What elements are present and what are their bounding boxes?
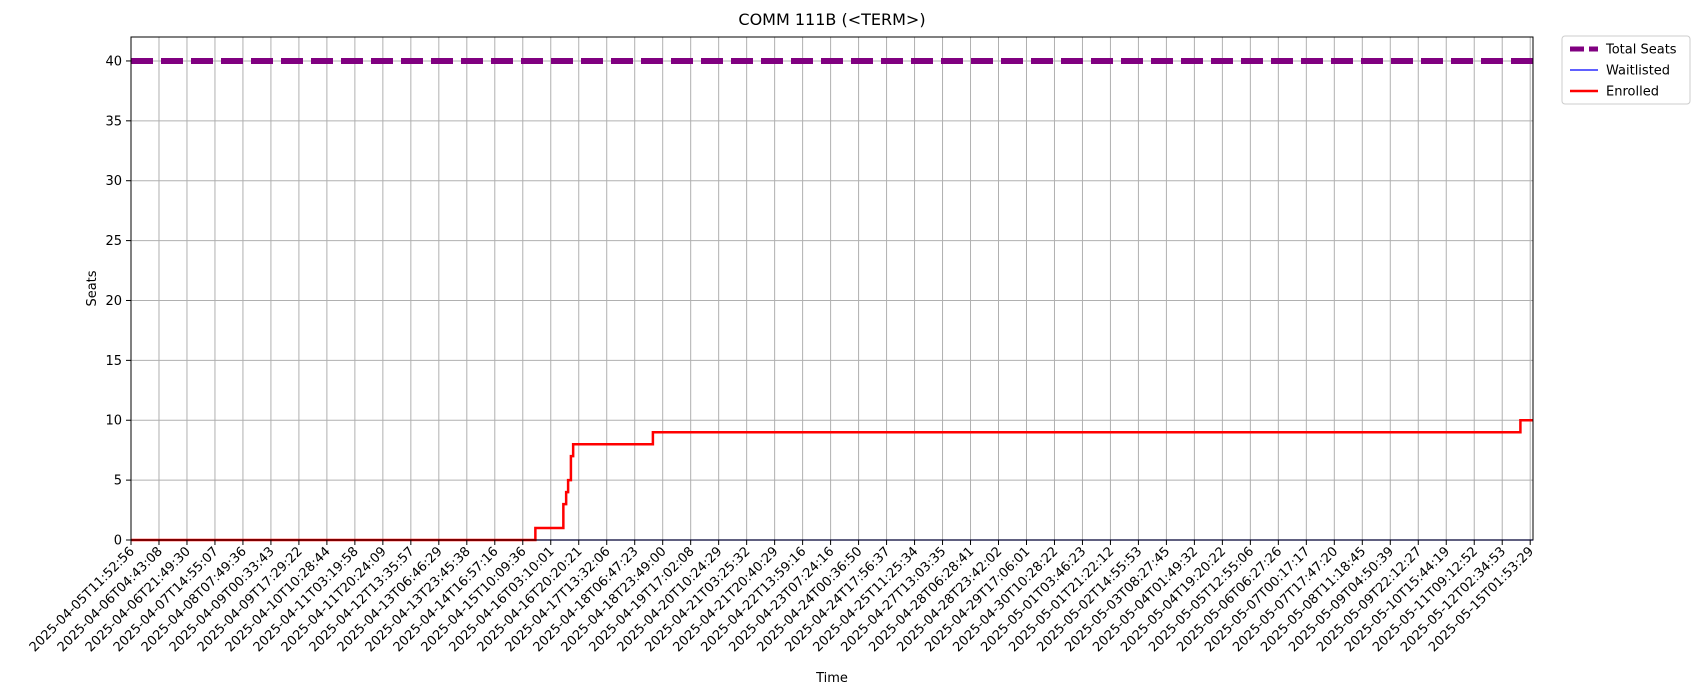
chart-title: COMM 111B (<TERM>) [738, 10, 925, 29]
legend-label: Waitlisted [1606, 64, 1670, 79]
grid-lines [130, 37, 1533, 541]
y-tick-label: 25 [105, 234, 122, 249]
legend: Total Seats Waitlisted Enrolled [1561, 35, 1691, 105]
y-tick-label: 30 [105, 174, 122, 189]
y-tick-label: 40 [105, 54, 122, 69]
legend-box [1561, 35, 1691, 105]
y-axis-label: Seats [85, 270, 100, 306]
y-tick-label: 10 [105, 414, 122, 429]
legend-label: Total Seats [1605, 43, 1677, 58]
axis-ticks: 05101520253035402025-04-05T11:52:562025-… [27, 54, 1537, 655]
y-tick-label: 5 [114, 474, 122, 489]
y-tick-label: 0 [114, 534, 122, 549]
y-tick-label: 20 [105, 294, 122, 309]
x-axis-label: Time [815, 671, 848, 686]
plot-frame [130, 36, 1534, 541]
legend-label: Enrolled [1606, 85, 1659, 100]
y-tick-label: 15 [105, 354, 122, 369]
y-tick-label: 35 [105, 114, 122, 129]
series-line-enrolled [131, 418, 1533, 542]
